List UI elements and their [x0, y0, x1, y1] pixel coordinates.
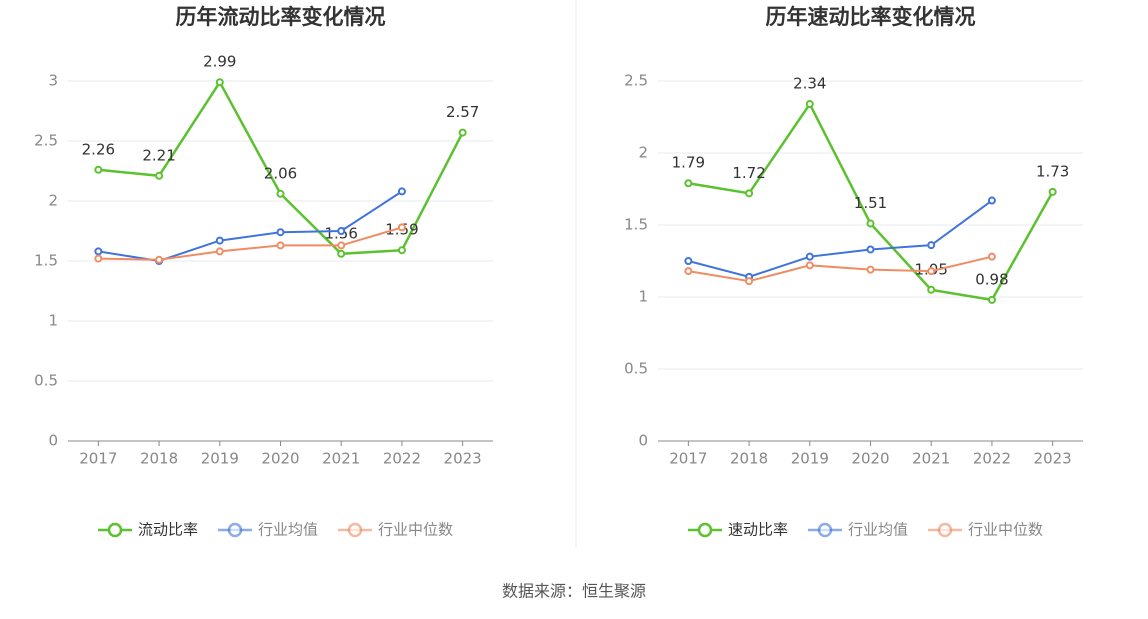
legend-label: 行业均值	[258, 521, 318, 539]
x-tick-label: 2022	[383, 450, 421, 468]
point	[397, 246, 406, 255]
source: 数据来源：恒生聚源	[502, 582, 646, 601]
legend-label: 行业均值	[848, 521, 908, 539]
point	[337, 249, 346, 258]
y-tick-label: 2	[48, 192, 58, 210]
x-tick-label: 2021	[912, 450, 950, 468]
point	[927, 267, 936, 276]
point	[684, 267, 693, 276]
y-tick-label: 2.5	[624, 72, 648, 90]
point	[1048, 187, 1057, 196]
point	[987, 196, 996, 205]
legend-icon	[107, 522, 123, 538]
point	[805, 252, 814, 261]
legend-label: 行业中位数	[968, 521, 1043, 539]
data-label: 1.51	[854, 194, 887, 212]
legend-icon	[697, 522, 713, 538]
series-line	[688, 199, 993, 278]
point	[866, 245, 875, 254]
point	[94, 247, 103, 256]
data-label: 2.99	[203, 53, 236, 71]
point	[927, 285, 936, 294]
data-label: 1.79	[672, 154, 705, 172]
legend-icon	[227, 522, 243, 538]
point	[215, 236, 224, 245]
chart-title: 历年速动比率变化情况	[766, 5, 976, 29]
data-label: 2.26	[82, 140, 115, 158]
y-tick-label: 0.5	[34, 372, 58, 390]
point	[987, 252, 996, 261]
series-line	[98, 226, 403, 261]
point	[337, 241, 346, 250]
x-tick-label: 2021	[322, 450, 360, 468]
y-tick-label: 1	[638, 288, 648, 306]
point	[927, 241, 936, 250]
point	[866, 265, 875, 274]
x-tick-label: 2017	[79, 450, 117, 468]
data-label: 2.06	[264, 164, 297, 182]
y-tick-label: 3	[48, 72, 58, 90]
data-label: 2.34	[793, 75, 826, 93]
legend-icon	[347, 522, 363, 538]
y-tick-label: 1	[48, 312, 58, 330]
x-tick-label: 2018	[730, 450, 768, 468]
x-tick-label: 2018	[140, 450, 178, 468]
data-label: 1.72	[732, 164, 765, 182]
y-tick-label: 1.5	[34, 252, 58, 270]
y-tick-label: 0.5	[624, 360, 648, 378]
point	[215, 247, 224, 256]
point	[458, 128, 467, 137]
legend-label: 速动比率	[728, 521, 788, 539]
y-tick-label: 0	[48, 432, 58, 450]
point	[215, 78, 224, 87]
point	[866, 219, 875, 228]
y-tick-label: 0	[638, 432, 648, 450]
point	[276, 241, 285, 250]
y-tick-label: 2.5	[34, 132, 58, 150]
point	[155, 255, 164, 264]
x-tick-label: 2020	[851, 450, 889, 468]
point	[684, 257, 693, 265]
point	[987, 295, 996, 304]
point	[155, 171, 164, 180]
legend-label: 行业中位数	[378, 521, 453, 539]
point	[805, 261, 814, 270]
data-label: 0.98	[975, 270, 1008, 288]
point	[397, 223, 406, 232]
chart-title: 历年流动比率变化情况	[176, 5, 386, 29]
series-line	[688, 255, 993, 283]
data-label: 2.57	[446, 103, 479, 121]
data-label: 1.73	[1036, 162, 1069, 180]
x-tick-label: 2023	[1034, 450, 1072, 468]
point	[276, 228, 285, 237]
x-tick-label: 2019	[201, 450, 239, 468]
point	[745, 189, 754, 198]
x-tick-label: 2020	[261, 450, 299, 468]
y-tick-label: 1.5	[624, 216, 648, 234]
x-tick-label: 2022	[973, 450, 1011, 468]
x-tick-label: 2023	[444, 450, 482, 468]
data-label: 2.21	[142, 146, 175, 164]
legend-icon	[817, 522, 833, 538]
point	[94, 254, 103, 263]
legend-icon	[937, 522, 953, 538]
point	[94, 165, 103, 174]
point	[337, 227, 346, 235]
legend-label: 流动比率	[138, 521, 198, 539]
x-tick-label: 2019	[791, 450, 829, 468]
x-tick-label: 2017	[669, 450, 707, 468]
point	[276, 189, 285, 198]
point	[745, 277, 754, 286]
point	[805, 100, 814, 109]
point	[397, 187, 406, 196]
point	[684, 179, 693, 188]
y-tick-label: 2	[638, 144, 648, 162]
